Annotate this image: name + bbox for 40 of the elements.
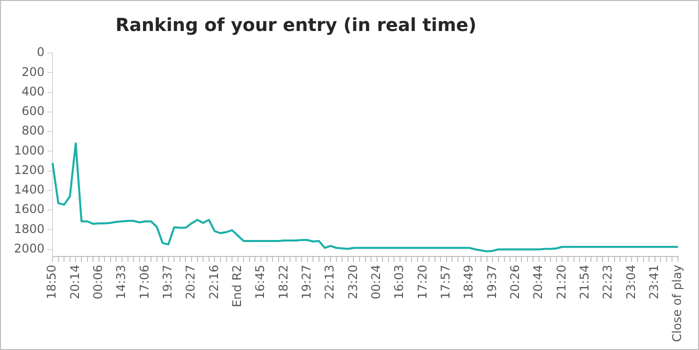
x-tick-label: 20:27 — [184, 264, 198, 300]
x-tick-label: 20:26 — [508, 264, 522, 300]
x-tick-label: 21:54 — [577, 264, 592, 300]
x-tick-label: 16:03 — [392, 264, 406, 300]
x-tick-label: 18:49 — [462, 264, 476, 300]
x-tick-label: 19:27 — [299, 264, 314, 300]
x-tick-label: 16:45 — [253, 264, 268, 300]
x-tick-label: 22:16 — [206, 264, 221, 300]
x-tick-label: 00:06 — [90, 264, 105, 300]
x-tick-label: 20:14 — [68, 264, 82, 300]
y-tick-label: 2000 — [14, 241, 45, 256]
x-tick-label: 23:41 — [646, 264, 661, 300]
y-tick-label: 1000 — [14, 143, 45, 158]
y-tick-label: 200 — [22, 64, 45, 79]
x-tick-label: End R2 — [230, 264, 244, 308]
y-tick-label: 400 — [22, 84, 45, 98]
x-tick-label: 22:23 — [600, 264, 615, 300]
x-tick-label: Close of play — [670, 264, 684, 342]
x-tick-label: 18:50 — [44, 264, 59, 300]
x-tick-label: 17:20 — [415, 264, 430, 300]
x-tick-label: 18:22 — [276, 264, 290, 300]
x-tick-label: 23:04 — [624, 264, 638, 300]
x-tick-label: 20:44 — [531, 264, 546, 300]
x-tick-label: 19:37 — [484, 264, 499, 300]
x-tick-label: 21:20 — [554, 264, 568, 300]
y-tick-label: 1400 — [14, 182, 45, 197]
y-tick-label: 0 — [36, 45, 45, 60]
y-tick-label: 1200 — [14, 162, 45, 177]
x-tick-label: 00:24 — [368, 264, 383, 300]
y-tick-label: 1800 — [14, 222, 45, 236]
x-tick-label: 17:06 — [137, 264, 152, 300]
y-tick-label: 1600 — [14, 202, 45, 216]
x-tick-label: 22:13 — [322, 264, 337, 300]
chart-title: Ranking of your entry (in real time) — [114, 15, 478, 36]
x-tick-label: 14:33 — [114, 264, 128, 300]
x-tick-label: 19:37 — [160, 264, 174, 300]
y-tick-label: 800 — [22, 124, 45, 138]
x-tick-label: 17:57 — [438, 264, 452, 300]
x-tick-label: 23:20 — [346, 264, 360, 300]
y-tick-label: 600 — [22, 104, 45, 118]
